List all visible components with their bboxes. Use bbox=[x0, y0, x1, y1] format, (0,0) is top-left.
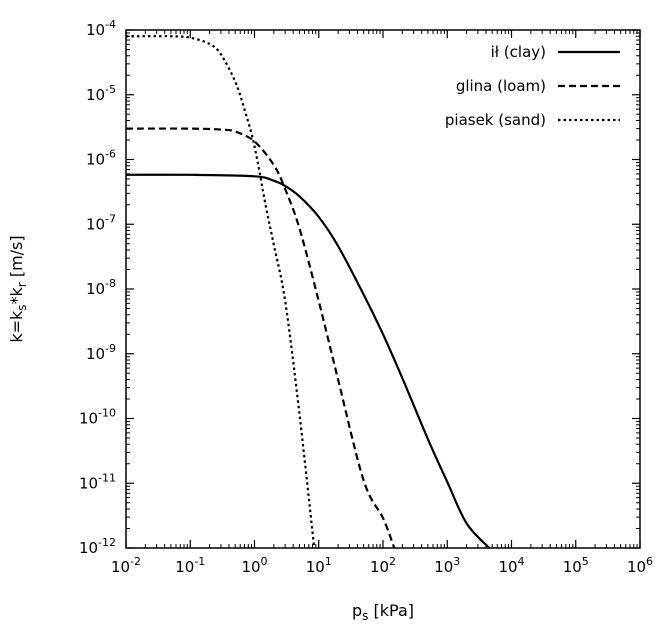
x-tick-label: 106 bbox=[627, 555, 653, 576]
x-tick-label: 100 bbox=[241, 555, 267, 576]
y-tick-label: 10-7 bbox=[86, 212, 116, 233]
y-tick-label: 10-5 bbox=[86, 83, 116, 104]
x-tick-label: 104 bbox=[498, 555, 524, 576]
y-tick-label: 10-12 bbox=[79, 536, 116, 557]
y-tick-label: 10-9 bbox=[86, 342, 116, 363]
legend-label: ił (clay) bbox=[491, 43, 546, 61]
y-axis-label: k=ks*kr [m/s] bbox=[7, 235, 29, 342]
x-tick-label: 101 bbox=[306, 555, 332, 576]
x-axis-ticks: 10-2 10-1 100 101 102 103 104 105 106 bbox=[111, 30, 653, 576]
series-line bbox=[125, 173, 491, 549]
y-tick-label: 10-4 bbox=[86, 18, 116, 39]
y-tick-label: 10-8 bbox=[86, 277, 116, 298]
x-axis-label: ps [kPa] bbox=[352, 601, 414, 623]
x-tick-label: 10-2 bbox=[111, 555, 141, 576]
x-tick-label: 105 bbox=[563, 555, 589, 576]
y-tick-label: 10-11 bbox=[79, 471, 116, 492]
legend-label: piasek (sand) bbox=[445, 111, 546, 129]
series-line bbox=[125, 35, 316, 549]
x-tick-label: 10-1 bbox=[175, 555, 205, 576]
y-axis-ticks: 10-12 10-11 10-10 10-9 10-8 10-7 10-6 10-5 10-4 bbox=[79, 18, 640, 557]
series-layer bbox=[125, 35, 491, 549]
y-tick-label: 10-10 bbox=[79, 407, 116, 428]
x-tick-label: 103 bbox=[434, 555, 460, 576]
plot-frame bbox=[125, 29, 641, 549]
y-tick-label: 10-6 bbox=[86, 148, 116, 169]
series-line bbox=[125, 127, 396, 549]
legend: ił (clay) glina (loam) piasek (sand) bbox=[445, 43, 620, 129]
legend-label: glina (loam) bbox=[456, 77, 546, 95]
x-tick-label: 102 bbox=[370, 555, 396, 576]
